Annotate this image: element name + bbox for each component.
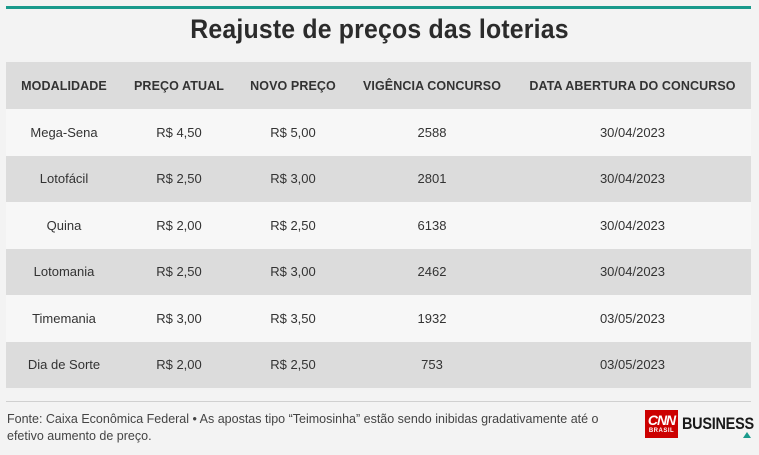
cell-novo-preco: R$ 3,50 — [270, 310, 316, 326]
cell-novo-preco: R$ 2,50 — [270, 357, 316, 373]
header-data-abertura: DATA ABERTURA DO CONCURSO — [529, 78, 736, 93]
table-row: Dia de Sorte R$ 2,00 R$ 2,50 753 03/05/2… — [6, 341, 751, 388]
cell-modalidade: Timemania — [32, 310, 96, 326]
cell-modalidade: Lotomania — [33, 264, 95, 280]
cell-novo-preco: R$ 2,50 — [270, 217, 316, 233]
cell-modalidade: Mega-Sena — [30, 124, 98, 140]
cell-preco-atual: R$ 3,00 — [156, 310, 202, 326]
cell-vigencia: 6138 — [417, 217, 447, 233]
cell-modalidade: Lotofácil — [39, 171, 89, 187]
cell-novo-preco: R$ 3,00 — [270, 171, 316, 187]
table-row: Mega-Sena R$ 4,50 R$ 5,00 2588 30/04/202… — [6, 109, 751, 156]
footer-divider — [6, 401, 751, 402]
table-row: Lotomania R$ 2,50 R$ 3,00 2462 30/04/202… — [6, 248, 751, 295]
triangle-icon — [743, 432, 751, 438]
cell-data-abertura: 03/05/2023 — [599, 357, 666, 373]
table-header-row: MODALIDADE PREÇO ATUAL NOVO PREÇO VIGÊNC… — [6, 62, 751, 109]
page-title: Reajuste de preços das loterias — [190, 14, 569, 44]
cell-data-abertura: 30/04/2023 — [599, 171, 666, 187]
cell-data-abertura: 30/04/2023 — [599, 124, 666, 140]
cell-novo-preco: R$ 5,00 — [270, 124, 316, 140]
cell-vigencia: 2801 — [417, 171, 447, 187]
cell-data-abertura: 03/05/2023 — [599, 310, 666, 326]
header-preco-atual: PREÇO ATUAL — [134, 78, 224, 93]
cell-preco-atual: R$ 2,50 — [156, 171, 202, 187]
cnn-brasil-text: BRASIL — [648, 428, 675, 434]
cnn-logo-text: CNN — [647, 412, 676, 428]
top-accent-rule — [6, 6, 751, 9]
header-vigencia-concurso: VIGÊNCIA CONCURSO — [362, 78, 502, 93]
cell-novo-preco: R$ 3,00 — [270, 264, 316, 280]
cell-vigencia: 1932 — [417, 310, 447, 326]
cell-preco-atual: R$ 2,00 — [156, 357, 202, 373]
header-modalidade: MODALIDADE — [21, 78, 107, 93]
cell-preco-atual: R$ 4,50 — [156, 124, 202, 140]
cnn-business-logo: CNN BRASIL BUSINESS — [645, 410, 754, 440]
table-row: Timemania R$ 3,00 R$ 3,50 1932 03/05/202… — [6, 295, 751, 342]
table-row: Lotofácil R$ 2,50 R$ 3,00 2801 30/04/202… — [6, 155, 751, 202]
prices-table: MODALIDADE PREÇO ATUAL NOVO PREÇO VIGÊNC… — [6, 62, 751, 388]
source-footnote: Fonte: Caixa Econômica Federal • As apos… — [7, 412, 599, 443]
cell-modalidade: Dia de Sorte — [27, 357, 101, 373]
header-novo-preco: NOVO PREÇO — [250, 78, 336, 93]
cell-data-abertura: 30/04/2023 — [599, 217, 666, 233]
cell-preco-atual: R$ 2,50 — [156, 264, 202, 280]
cell-modalidade: Quina — [46, 217, 82, 233]
table-row: Quina R$ 2,00 R$ 2,50 6138 30/04/2023 — [6, 202, 751, 249]
cnn-logo-box: CNN BRASIL — [645, 410, 678, 438]
cell-data-abertura: 30/04/2023 — [599, 264, 666, 280]
cell-preco-atual: R$ 2,00 — [156, 217, 202, 233]
cell-vigencia: 2588 — [417, 124, 447, 140]
cell-vigencia: 753 — [421, 357, 443, 373]
cell-vigencia: 2462 — [417, 264, 447, 280]
business-logo-text: BUSINESS — [682, 414, 754, 433]
